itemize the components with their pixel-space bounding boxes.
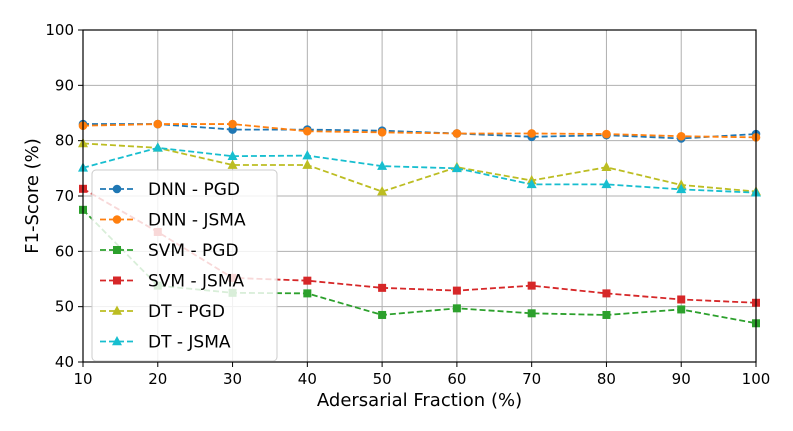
- data-point-dnn-jsma: [228, 119, 237, 129]
- data-point-dnn-jsma: [377, 128, 387, 137]
- data-point-svm-jsma: [303, 276, 312, 285]
- x-tick-label: 10: [73, 370, 92, 388]
- series-line-dnn-jsma: [82, 123, 757, 139]
- x-tick-label: 20: [148, 370, 167, 388]
- y-tick-label: 90: [55, 76, 74, 94]
- legend-label: DNN - JSMA: [148, 211, 246, 231]
- x-tick-label: 60: [447, 370, 466, 388]
- y-tick-label: 50: [55, 298, 74, 316]
- y-tick-label: 100: [45, 21, 74, 39]
- legend-marker-dnn-jsma: [112, 215, 122, 224]
- legend-label: DNN - PGD: [148, 180, 240, 200]
- x-tick-label: 50: [373, 370, 392, 388]
- x-tick-label: 90: [672, 370, 691, 388]
- x-tick-label: 80: [597, 370, 616, 388]
- data-point-dt-jsma: [601, 178, 612, 189]
- data-point-dnn-jsma: [527, 129, 536, 138]
- data-point-dnn-jsma: [452, 129, 462, 138]
- data-point-svm-pgd: [303, 289, 312, 298]
- data-point-svm-jsma: [378, 283, 387, 292]
- series-line-dt-pgd: [82, 142, 757, 193]
- data-point-dnn-jsma: [153, 119, 163, 129]
- legend-marker-svm-pgd: [113, 246, 121, 254]
- legend-marker-dt-pgd: [112, 305, 122, 315]
- x-tick-label: 100: [742, 370, 771, 388]
- data-point-dt-jsma: [227, 150, 238, 160]
- x-tick-label: 40: [298, 370, 317, 388]
- y-axis-label: F1-Score (%): [22, 138, 43, 254]
- data-point-dt-pgd: [601, 161, 612, 172]
- series-dnn-jsma: [78, 119, 761, 142]
- data-point-dt-jsma: [152, 142, 163, 152]
- y-tick-label: 70: [55, 187, 74, 205]
- legend-label: DT - JSMA: [148, 333, 231, 353]
- legend-marker-dt-jsma: [112, 336, 122, 346]
- legend-label: SVM - JSMA: [148, 272, 245, 292]
- data-point-dt-jsma: [526, 178, 537, 189]
- legend: DNN - PGD DNN - JSMA SVM - PGD SVM - JSMA DT…: [91, 169, 278, 362]
- data-point-dt-jsma: [451, 162, 462, 173]
- x-tick-label: 30: [223, 370, 242, 388]
- data-point-svm-jsma: [602, 289, 611, 298]
- y-tick-label: 60: [55, 242, 74, 260]
- data-point-dnn-jsma: [303, 126, 312, 136]
- data-point-svm-pgd: [452, 304, 461, 313]
- data-point-dt-pgd: [302, 159, 313, 169]
- legend-marker-svm-jsma: [113, 276, 121, 285]
- y-tick-label: 40: [55, 353, 74, 371]
- legend-label: SVM - PGD: [148, 241, 239, 261]
- legend-box: [91, 169, 278, 362]
- data-point-svm-pgd: [527, 309, 536, 318]
- y-tick-label: 80: [55, 132, 74, 150]
- data-point-dnn-jsma: [676, 131, 686, 141]
- data-point-dt-jsma: [377, 160, 388, 170]
- ticks: 10 20 30 40 50 60 70 80 90 100 40 50 60 70 80 90 100: [45, 21, 770, 388]
- x-tick-label: 70: [522, 370, 541, 388]
- data-point-svm-pgd: [602, 310, 611, 319]
- x-axis-label: Adersarial Fraction (%): [317, 390, 522, 411]
- data-point-dt-pgd: [377, 186, 388, 196]
- legend-label: DT - PGD: [148, 302, 225, 322]
- data-point-svm-jsma: [527, 281, 536, 290]
- legend-marker-dnn-pgd: [112, 184, 122, 194]
- data-point-svm-jsma: [452, 286, 461, 295]
- series-dt-jsma: [78, 142, 761, 197]
- data-point-dnn-jsma: [602, 129, 611, 139]
- data-point-svm-pgd: [378, 310, 387, 319]
- data-point-dt-jsma: [676, 183, 687, 194]
- series-dnn-pgd: [78, 119, 761, 143]
- data-point-dt-jsma: [302, 150, 313, 160]
- data-point-svm-pgd: [677, 305, 686, 314]
- data-point-dt-pgd: [227, 159, 238, 169]
- data-point-svm-jsma: [677, 295, 686, 304]
